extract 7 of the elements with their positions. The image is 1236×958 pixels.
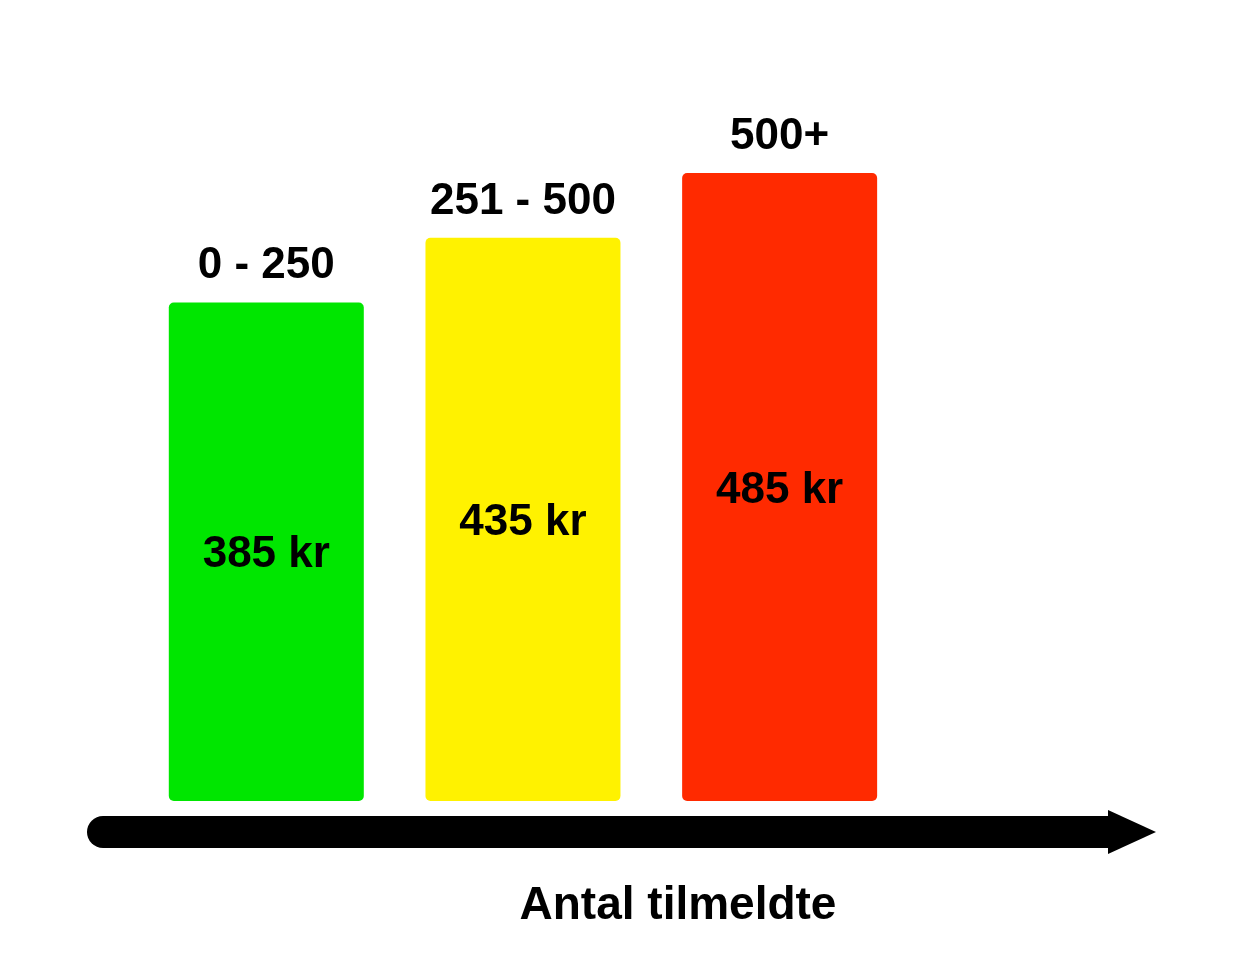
data-label: 385 kr	[202, 527, 330, 577]
data-label: 435 kr	[459, 494, 587, 544]
x-tick-label: 500+	[730, 109, 830, 158]
x-tick-label: 0 - 250	[197, 238, 335, 288]
x-axis-title: Antal tilmeldte	[518, 876, 838, 930]
data-label: 485 kr	[716, 462, 844, 512]
x-tick-label: 251 - 500	[430, 173, 616, 223]
